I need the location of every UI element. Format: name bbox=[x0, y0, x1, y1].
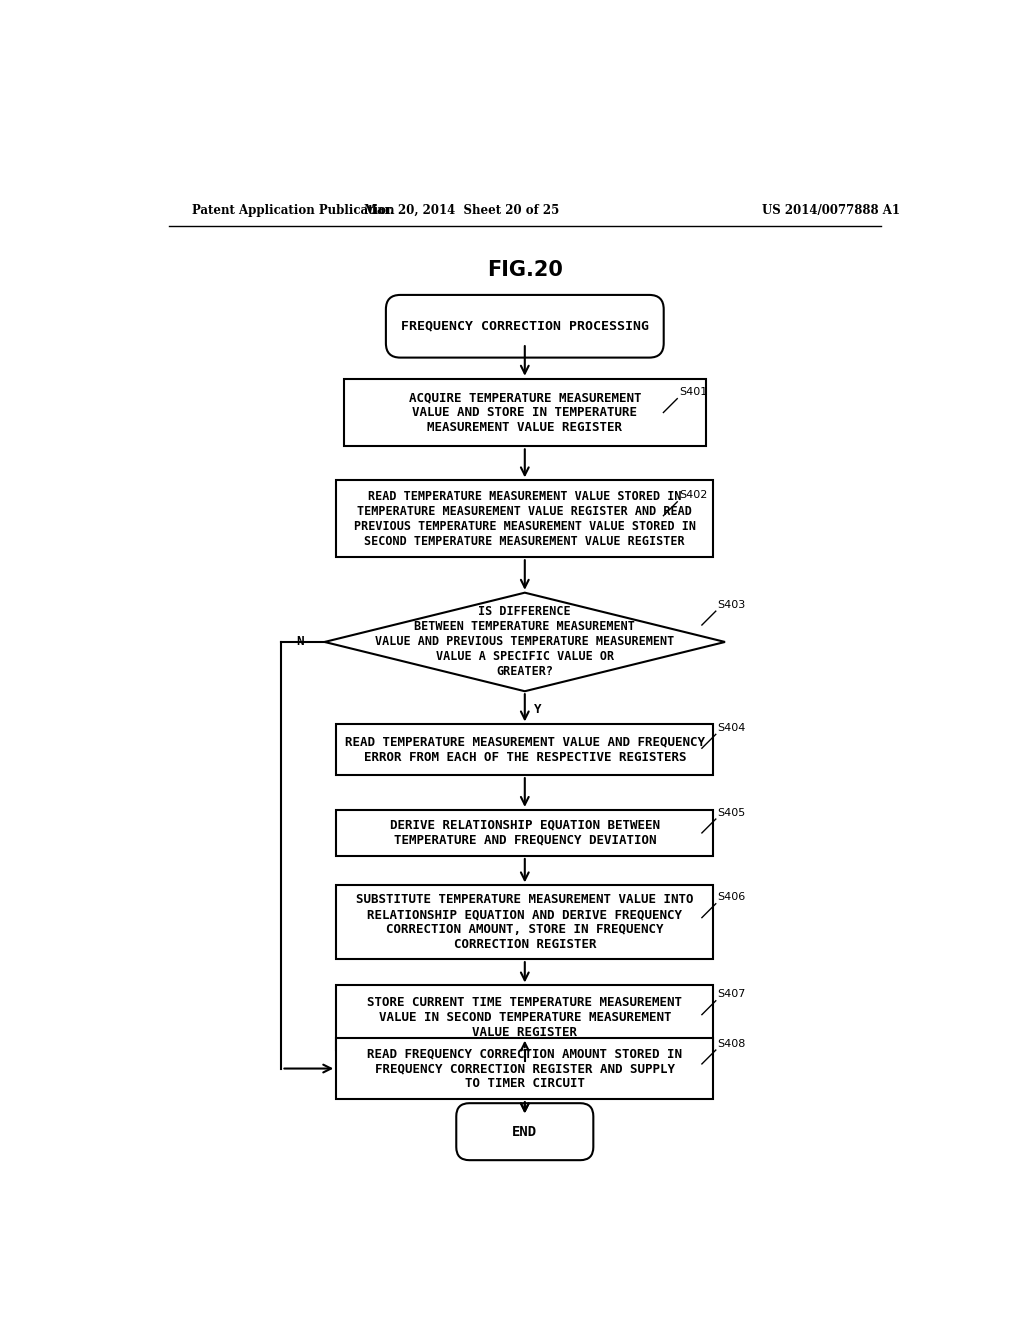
Bar bbox=[336, 480, 714, 557]
Text: Mar. 20, 2014  Sheet 20 of 25: Mar. 20, 2014 Sheet 20 of 25 bbox=[365, 205, 559, 218]
Text: ACQUIRE TEMPERATURE MEASUREMENT
VALUE AND STORE IN TEMPERATURE
MEASUREMENT VALUE: ACQUIRE TEMPERATURE MEASUREMENT VALUE AN… bbox=[409, 391, 641, 434]
Text: US 2014/0077888 A1: US 2014/0077888 A1 bbox=[762, 205, 900, 218]
FancyBboxPatch shape bbox=[386, 294, 664, 358]
Text: READ TEMPERATURE MEASUREMENT VALUE AND FREQUENCY
ERROR FROM EACH OF THE RESPECTI: READ TEMPERATURE MEASUREMENT VALUE AND F… bbox=[345, 735, 705, 764]
Text: S406: S406 bbox=[717, 892, 745, 903]
Bar bbox=[336, 810, 714, 857]
Bar bbox=[336, 1038, 714, 1100]
Bar bbox=[336, 886, 714, 960]
Text: END: END bbox=[512, 1125, 538, 1139]
Text: S401: S401 bbox=[679, 387, 707, 397]
Text: S408: S408 bbox=[717, 1039, 745, 1048]
Text: SUBSTITUTE TEMPERATURE MEASUREMENT VALUE INTO
RELATIONSHIP EQUATION AND DERIVE F: SUBSTITUTE TEMPERATURE MEASUREMENT VALUE… bbox=[356, 894, 693, 952]
Text: DERIVE RELATIONSHIP EQUATION BETWEEN
TEMPERATURE AND FREQUENCY DEVIATION: DERIVE RELATIONSHIP EQUATION BETWEEN TEM… bbox=[390, 818, 659, 847]
Text: N: N bbox=[296, 635, 304, 648]
Text: S405: S405 bbox=[717, 808, 745, 817]
Text: Y: Y bbox=[535, 704, 542, 717]
Bar bbox=[344, 379, 706, 446]
Bar bbox=[336, 725, 714, 775]
Text: FIG.20: FIG.20 bbox=[486, 260, 563, 280]
Text: S403: S403 bbox=[717, 599, 745, 610]
Bar bbox=[336, 985, 714, 1051]
Text: S404: S404 bbox=[717, 723, 745, 733]
Text: IS DIFFERENCE
BETWEEN TEMPERATURE MEASUREMENT
VALUE AND PREVIOUS TEMPERATURE MEA: IS DIFFERENCE BETWEEN TEMPERATURE MEASUR… bbox=[375, 606, 675, 678]
Text: READ FREQUENCY CORRECTION AMOUNT STORED IN
FREQUENCY CORRECTION REGISTER AND SUP: READ FREQUENCY CORRECTION AMOUNT STORED … bbox=[368, 1047, 682, 1090]
Text: S407: S407 bbox=[717, 989, 745, 999]
Text: STORE CURRENT TIME TEMPERATURE MEASUREMENT
VALUE IN SECOND TEMPERATURE MEASUREME: STORE CURRENT TIME TEMPERATURE MEASUREME… bbox=[368, 997, 682, 1039]
FancyBboxPatch shape bbox=[457, 1104, 593, 1160]
Text: Patent Application Publication: Patent Application Publication bbox=[193, 205, 394, 218]
Polygon shape bbox=[325, 593, 725, 692]
Text: READ TEMPERATURE MEASUREMENT VALUE STORED IN
TEMPERATURE MEASUREMENT VALUE REGIS: READ TEMPERATURE MEASUREMENT VALUE STORE… bbox=[354, 490, 695, 548]
Text: FREQUENCY CORRECTION PROCESSING: FREQUENCY CORRECTION PROCESSING bbox=[400, 319, 649, 333]
Text: S402: S402 bbox=[679, 490, 708, 500]
